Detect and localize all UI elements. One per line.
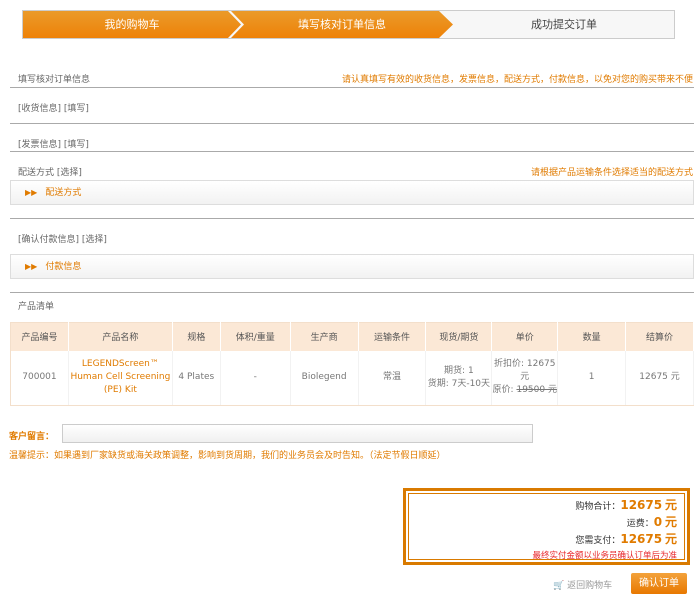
product-volume: - [220, 350, 291, 406]
product-stock: 期货: 1 货期: 7天-10天 [425, 350, 493, 406]
product-name-link[interactable]: LEGENDScreen™ Human Cell Screening (PE) … [68, 350, 173, 406]
invoice-fill-link[interactable]: [填写] [63, 140, 89, 150]
back-to-cart-link[interactable]: 🛒 返回购物车 [553, 581, 613, 591]
message-input[interactable] [62, 424, 533, 443]
products-title: 产品清单 [18, 302, 55, 312]
step-fill-order: 填写核对订单信息 [231, 11, 453, 38]
message-label: 客户留言： [9, 432, 55, 442]
product-id: 700001 [10, 350, 69, 406]
product-total: 12675 元 [625, 350, 694, 406]
subtotal-value: 12675 [620, 498, 663, 512]
col-header: 数量 [557, 322, 627, 351]
product-maker: Biolegend [290, 350, 359, 406]
double-arrow-icon: ▶▶ [25, 188, 38, 197]
order-summary: 购物合计：12675 元 运费：0 元 您需支付：12675 元 最终实付金额以… [403, 488, 690, 565]
confirm-order-button[interactable]: 确认订单 [631, 573, 687, 594]
double-arrow-icon: ▶▶ [25, 262, 38, 271]
step-submitted: 成功提交订单 [531, 18, 597, 31]
payment-select-link[interactable]: [选择] [81, 235, 107, 245]
divider [10, 292, 694, 293]
summary-note: 最终实付金额以业务员确认订单后为准 [532, 551, 677, 561]
delivery-select-link[interactable]: [选择] [56, 168, 82, 178]
product-price: 折扣价: 12675 元原价: 19500 元 [491, 350, 559, 406]
col-header: 产品编号 [10, 322, 69, 351]
step-cart: 我的购物车 [23, 11, 241, 38]
divider [10, 218, 694, 219]
delivery-panel[interactable]: ▶▶ 配送方式 [10, 180, 694, 205]
pay-value: 12675 [620, 532, 663, 546]
freight-value: 0 [653, 515, 663, 529]
cart-icon: 🛒 [553, 581, 565, 591]
delivery-hint: 请根据产品运输条件选择适当的配送方式 [530, 168, 693, 178]
section-hint: 请认真填写有效的收货信息，发票信息，配送方式，付款信息，以免对您的购买带来不便 [341, 75, 693, 85]
notice-text: 温馨提示：如果遇到厂家缺货或海关政策调整，影响到货周期，我们的业务员会及时告知。… [9, 451, 446, 461]
col-header: 运输条件 [358, 322, 427, 351]
invoice-info: [发票信息] [填写] [18, 140, 89, 150]
product-spec: 4 Plates [172, 350, 221, 406]
col-header: 单价 [491, 322, 559, 351]
col-header: 生产商 [290, 322, 359, 351]
col-header: 产品名称 [68, 322, 173, 351]
col-header: 体积/重量 [220, 322, 291, 351]
divider [10, 87, 694, 88]
payment-info: [确认付款信息] [选择] [18, 235, 107, 245]
table-row: 700001 LEGENDScreen™ Human Cell Screenin… [10, 350, 694, 406]
divider [10, 151, 694, 152]
col-header: 现货/期货 [425, 322, 493, 351]
product-qty: 1 [557, 350, 627, 406]
col-header: 结算价 [625, 322, 694, 351]
shipping-fill-link[interactable]: [填写] [63, 104, 89, 114]
progress-steps: 我的购物车 填写核对订单信息 成功提交订单 [22, 10, 675, 39]
product-transport: 常温 [358, 350, 427, 406]
section-title: 填写核对订单信息 [18, 75, 91, 85]
payment-panel[interactable]: ▶▶ 付款信息 [10, 254, 694, 279]
divider [10, 123, 694, 124]
delivery-info: 配送方式 [选择] [18, 168, 82, 178]
col-header: 规格 [172, 322, 221, 351]
shipping-info: [收货信息] [填写] [18, 104, 89, 114]
products-table: 产品编号 产品名称 规格 体积/重量 生产商 运输条件 现货/期货 单价 数量 … [10, 322, 694, 406]
